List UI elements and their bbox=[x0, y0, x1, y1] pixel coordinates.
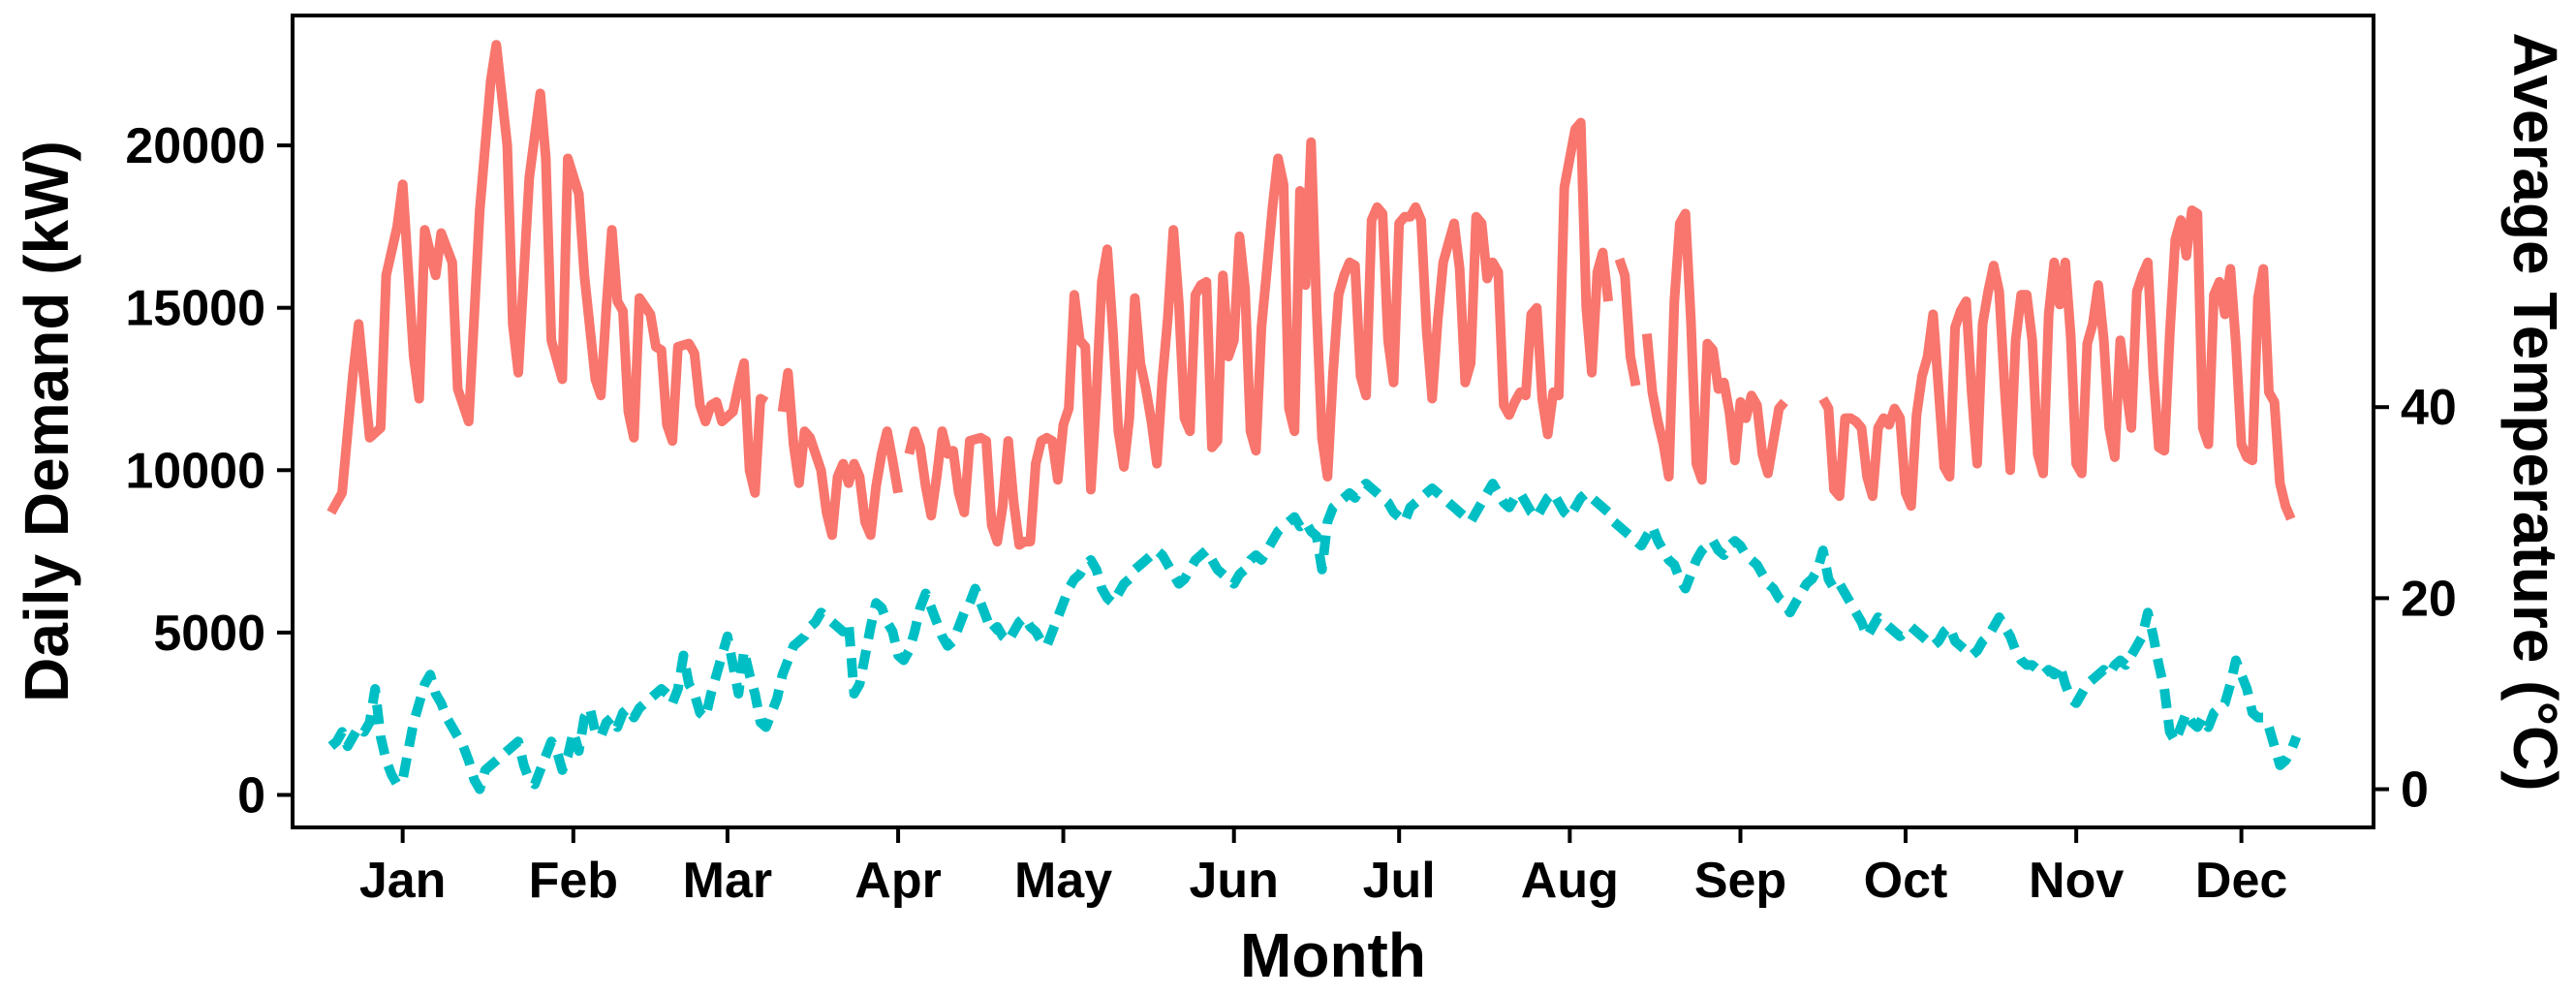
y-tick-label: 5000 bbox=[153, 606, 265, 662]
y-tick-label: 0 bbox=[237, 767, 265, 824]
y2-axis-title: Average Temperature (°C) bbox=[2500, 32, 2570, 791]
plot-frame bbox=[291, 14, 2375, 829]
x-tick-label: Sep bbox=[1694, 853, 1786, 909]
x-tick-label: Oct bbox=[1864, 853, 1948, 909]
x-tick-label: Feb bbox=[529, 853, 618, 909]
y-tick-label: 15000 bbox=[125, 281, 265, 337]
y-tick-label: 10000 bbox=[125, 443, 265, 499]
y-axis-title: Daily Demand (kW) bbox=[12, 140, 81, 702]
x-axis: Jan Feb Mar Apr May Jun Jul Aug Sep Oct Nov Dec bbox=[359, 827, 2287, 909]
temperature-series-line bbox=[331, 483, 2308, 789]
y-tick-label: 20000 bbox=[125, 118, 265, 174]
x-tick-label: Aug bbox=[1521, 853, 1619, 909]
y2-tick-label: 20 bbox=[2401, 571, 2457, 627]
x-tick-label: Jan bbox=[359, 853, 447, 909]
y-axis-left: 0 5000 10000 15000 20000 bbox=[125, 118, 293, 824]
y2-tick-label: 40 bbox=[2401, 380, 2457, 436]
demand-series-line bbox=[326, 40, 2296, 550]
x-tick-label: Jul bbox=[1363, 853, 1436, 909]
y-axis-right: 0 20 40 bbox=[2374, 380, 2457, 819]
y2-tick-label: 0 bbox=[2401, 763, 2429, 819]
x-tick-label: Jun bbox=[1189, 853, 1278, 909]
x-tick-label: May bbox=[1014, 853, 1112, 909]
x-tick-label: Nov bbox=[2029, 853, 2124, 909]
x-tick-label: Apr bbox=[854, 853, 942, 909]
series-layer bbox=[326, 40, 2308, 789]
x-tick-label: Mar bbox=[683, 853, 772, 909]
x-axis-title: Month bbox=[1240, 920, 1426, 990]
x-tick-label: Dec bbox=[2195, 853, 2287, 909]
